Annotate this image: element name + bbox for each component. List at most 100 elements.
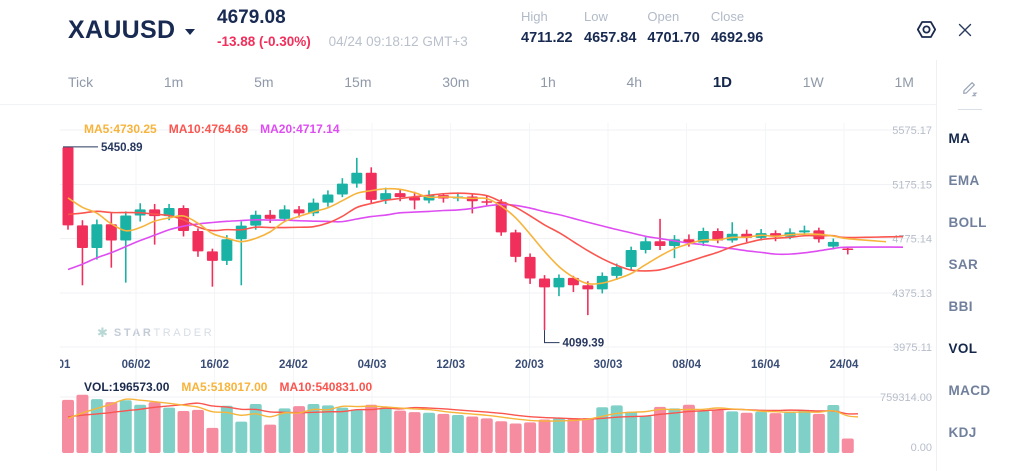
timeframe-tab-15m[interactable]: 15m (344, 74, 372, 90)
symbol-selector[interactable]: XAUUSD (68, 16, 196, 45)
x-axis-label: 08/04 (672, 359, 701, 371)
indicator-item-ema[interactable]: EMA (948, 172, 980, 188)
tabs-divider (0, 104, 936, 105)
volume-bar (293, 406, 306, 453)
indicator-item-sar[interactable]: SAR (948, 256, 979, 272)
stat-high: High 4711.22 (521, 9, 573, 46)
ma-legend-item: MA10:4764.69 (168, 122, 249, 136)
candle-body (351, 172, 363, 184)
candle-body (293, 209, 305, 214)
timeframe-tab-5m[interactable]: 5m (254, 74, 274, 90)
volume-bar (394, 410, 407, 453)
volume-bar (307, 403, 320, 453)
candle-body (611, 266, 623, 276)
price-axis-label: 3975.11 (893, 342, 932, 354)
volume-bar (639, 415, 652, 453)
ma5-line (67, 187, 887, 285)
timeframe-tab-1m[interactable]: 1M (894, 74, 914, 90)
quote-timestamp: 04/24 09:18:12 GMT+3 (328, 34, 468, 49)
volume-bar (812, 413, 825, 453)
candle-body (163, 208, 175, 217)
candle-body (654, 241, 666, 246)
candle-body (105, 224, 117, 241)
volume-bar (220, 405, 233, 453)
volume-axis-label: 0.00 (911, 442, 932, 454)
candle-body (495, 201, 507, 233)
x-axis-label: 24/04 (830, 359, 859, 371)
candle-body (842, 248, 854, 250)
volume-axis-label: 759314.00 (880, 392, 932, 404)
volume-ma5-line (67, 398, 859, 422)
stat-value: 4711.22 (521, 30, 573, 46)
volume-bar (798, 409, 811, 453)
edit-indicators-icon[interactable] (960, 78, 979, 97)
volume-bar (119, 400, 132, 453)
timeframe-tab-1h[interactable]: 1h (540, 74, 556, 90)
candle-body (192, 231, 204, 252)
indicator-item-kdj[interactable]: KDJ (948, 424, 977, 440)
candle-body (553, 277, 565, 288)
timeframe-tab-1w[interactable]: 1W (802, 74, 824, 90)
volume-bar (235, 421, 248, 453)
last-price: 4679.08 (217, 7, 286, 28)
settings-icon[interactable] (915, 18, 938, 41)
star-logo-icon: ✱ (97, 325, 108, 340)
indicator-item-vol[interactable]: VOL (948, 340, 978, 356)
volume-bar (408, 412, 421, 453)
stat-label: Open (647, 9, 680, 24)
volume-bar (365, 404, 378, 453)
watermark: ✱ STAR TRADER (97, 325, 214, 341)
volume-legend-item: VOL:196573.00 (84, 380, 170, 394)
volume-bar (495, 421, 508, 453)
indicator-item-ma[interactable]: MA (948, 130, 971, 146)
x-axis-label: 30/03 (594, 359, 623, 371)
volume-bar (451, 415, 464, 453)
timeframe-tab-30m[interactable]: 30m (442, 74, 470, 90)
watermark-brand-bold: STAR (113, 327, 154, 339)
candle-body (62, 147, 74, 226)
price-change: -13.88 (-0.30%) (217, 34, 311, 49)
indicator-item-macd[interactable]: MACD (948, 382, 991, 398)
candle-body (481, 201, 493, 203)
volume-bar (278, 408, 291, 453)
high-annotation: 5450.89 (101, 142, 143, 154)
chart-canvas[interactable]: 5575.17 5175.15 4775.14 4375.13 3975.11 75931… (0, 105, 936, 471)
volume-bar (784, 412, 796, 453)
candle-body (394, 193, 406, 198)
candle-body (510, 232, 522, 257)
volume-bar (90, 399, 103, 453)
candle-body (567, 277, 579, 286)
volume-bar (755, 411, 768, 453)
volume-bar (654, 406, 667, 453)
volume-bar (163, 407, 176, 453)
volume-bar (841, 438, 854, 453)
volume-bar (350, 409, 363, 453)
volume-bar (480, 418, 493, 453)
volume-bar (321, 405, 334, 453)
candle-body (409, 197, 421, 201)
volume-bar (437, 413, 450, 453)
timeframe-tab-tick[interactable]: Tick (68, 74, 94, 90)
volume-bar (105, 402, 118, 453)
volume-bar (336, 407, 349, 453)
volume-bar (769, 413, 782, 453)
x-axis-label: 04/03 (358, 359, 387, 371)
price-axis-label: 5575.17 (892, 125, 932, 137)
timeframe-tab-1d[interactable]: 1D (712, 73, 733, 91)
volume-bar (524, 422, 537, 453)
indicator-item-boll[interactable]: BOLL (948, 214, 987, 230)
x-axis-label: 16/04 (751, 359, 780, 371)
timeframe-tab-1m[interactable]: 1m (163, 74, 184, 90)
volume-bar (552, 417, 565, 453)
timeframe-tab-4h[interactable]: 4h (626, 74, 643, 90)
close-icon[interactable] (955, 20, 975, 40)
candle-body (683, 239, 695, 243)
volume-bar (466, 416, 479, 453)
candle-body (798, 230, 810, 233)
volume-bar (148, 402, 161, 453)
candle-body (582, 285, 594, 290)
ma-legend-item: MA20:4717.14 (260, 122, 340, 136)
volume-bar (581, 417, 594, 453)
indicator-item-bbi[interactable]: BBI (948, 298, 973, 314)
